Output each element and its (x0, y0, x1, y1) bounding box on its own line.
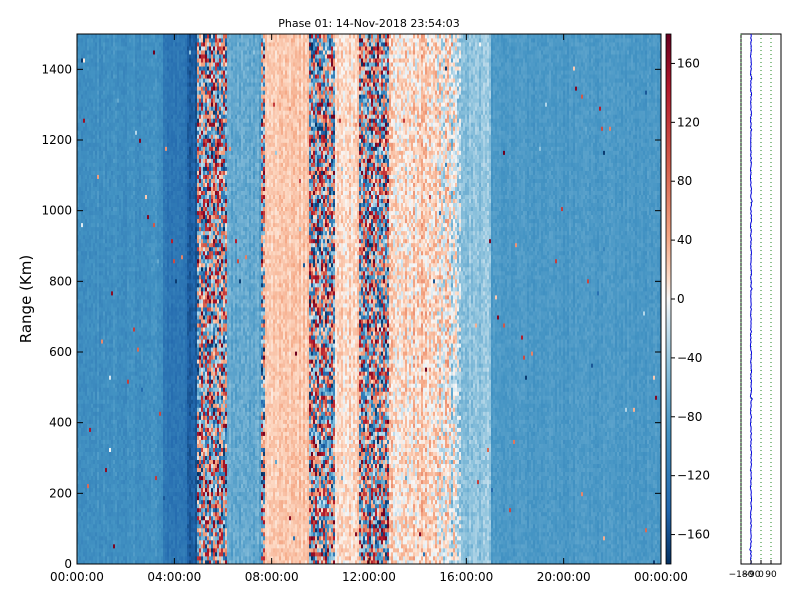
heatmap-plot: 00:00:00 04:00:00 08:00:00 12:00:00 16:00:00… (17, 34, 688, 584)
heatmap-cells (77, 34, 661, 564)
chart-title: Phase 01: 14-Nov-2018 23:54:03 (278, 17, 460, 30)
